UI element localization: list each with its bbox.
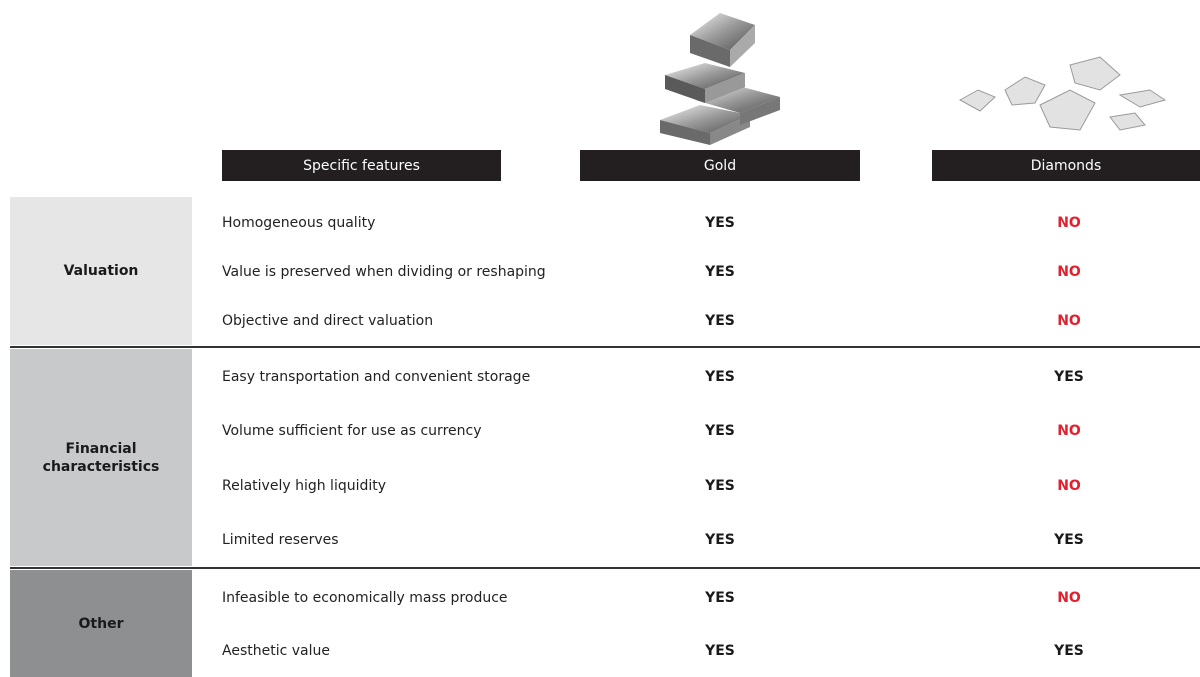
group-label: Financial characteristics — [10, 349, 192, 566]
header-gold: Gold — [580, 150, 860, 181]
group-label: Valuation — [10, 197, 192, 345]
group-label: Other — [10, 570, 192, 677]
feature-text: Volume sufficient for use as currency — [222, 423, 482, 440]
feature-text: Limited reserves — [222, 531, 339, 548]
gold-answer: YES — [705, 369, 735, 386]
gold-answer: YES — [705, 313, 735, 330]
diamond-answer: YES — [1054, 643, 1084, 660]
feature-text: Easy transportation and convenient stora… — [222, 369, 531, 386]
gold-bars-image — [660, 13, 780, 145]
diamond-answer: YES — [1054, 369, 1084, 386]
group-separator — [10, 346, 1200, 348]
feature-text: Aesthetic value — [222, 643, 330, 660]
diamonds-image — [958, 56, 1167, 131]
gold-answer: YES — [705, 589, 735, 606]
gold-answer: YES — [705, 643, 735, 660]
diamond-answer: NO — [1057, 214, 1081, 231]
gold-answer: YES — [705, 214, 735, 231]
feature-text: Value is preserved when dividing or resh… — [222, 264, 546, 280]
gold-answer: YES — [705, 531, 735, 548]
feature-text: Objective and direct valuation — [222, 313, 434, 330]
feature-text: Homogeneous quality — [222, 214, 376, 231]
feature-text: Relatively high liquidity — [222, 477, 387, 494]
diamond-answer: NO — [1057, 423, 1081, 440]
diamond-answer: YES — [1054, 531, 1084, 548]
diamond-answer: NO — [1057, 589, 1081, 606]
diamond-answer: NO — [1057, 477, 1081, 494]
gold-answer: YES — [705, 264, 735, 280]
diamond-answer: NO — [1057, 264, 1081, 280]
gold-answer: YES — [705, 477, 735, 494]
feature-text: Infeasible to economically mass produce — [222, 589, 508, 606]
header-features: Specific features — [222, 150, 501, 181]
diamond-answer: NO — [1057, 313, 1081, 330]
group-separator — [10, 567, 1200, 569]
gold-answer: YES — [705, 423, 735, 440]
header-diamonds: Diamonds — [932, 150, 1200, 181]
